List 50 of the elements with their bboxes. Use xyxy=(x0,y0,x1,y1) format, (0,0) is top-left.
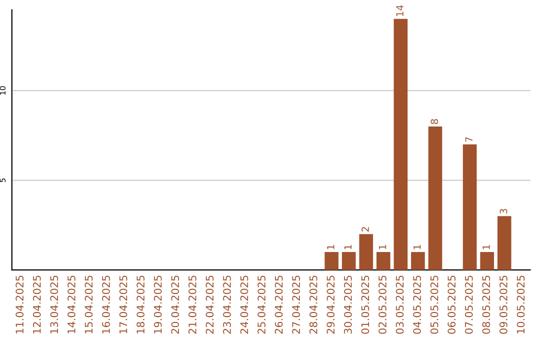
x-tick-label: 23.04.2025 xyxy=(223,276,231,334)
x-tick-label: 05.05.2025 xyxy=(430,276,438,334)
bar xyxy=(394,18,408,270)
x-tick-label: 08.05.2025 xyxy=(482,276,490,334)
bar xyxy=(497,216,512,270)
x-tick-label: 06.05.2025 xyxy=(448,276,456,334)
data-label: 1 xyxy=(327,244,334,250)
bar xyxy=(462,144,477,270)
bar xyxy=(376,252,390,270)
bar xyxy=(359,234,374,270)
data-label: 1 xyxy=(378,244,386,250)
x-tick-label: 01.05.2025 xyxy=(361,276,370,334)
bar xyxy=(411,252,425,270)
x-tick-label: 02.05.2025 xyxy=(378,276,386,334)
x-tick-label: 20.04.2025 xyxy=(171,276,180,334)
x-tick-label: 14.04.2025 xyxy=(68,276,76,334)
data-label: 2 xyxy=(362,227,369,232)
bar xyxy=(428,126,442,270)
x-tick-label: 21.04.2025 xyxy=(188,276,196,334)
x-tick-label: 09.05.2025 xyxy=(500,276,508,334)
x-tick-label: 29.04.2025 xyxy=(326,276,335,334)
x-tick-label: 25.04.2025 xyxy=(258,276,266,334)
data-label: 1 xyxy=(344,244,352,250)
x-tick-label: 30.04.2025 xyxy=(344,276,352,334)
x-tick-label: 10.05.2025 xyxy=(516,276,525,334)
x-tick-label: 26.04.2025 xyxy=(274,276,283,334)
bar xyxy=(324,252,338,270)
bar xyxy=(480,252,494,270)
x-tick-label: 18.04.2025 xyxy=(136,276,144,334)
x-tick-label: 19.04.2025 xyxy=(154,276,162,334)
x-tick-label: 03.05.2025 xyxy=(396,276,404,334)
x-tick-label: 28.04.2025 xyxy=(309,276,318,334)
data-label: 1 xyxy=(482,244,490,250)
x-tick-label: 07.05.2025 xyxy=(464,276,473,334)
data-label: 8 xyxy=(430,119,438,124)
data-label: 1 xyxy=(414,244,421,250)
bar xyxy=(342,252,356,270)
x-tick-label: 15.04.2025 xyxy=(84,276,93,334)
x-tick-label: 12.04.2025 xyxy=(32,276,41,334)
x-tick-label: 13.04.2025 xyxy=(50,276,58,334)
x-tick-label: 24.04.2025 xyxy=(240,276,248,334)
data-label: 14 xyxy=(396,5,404,16)
x-tick-label: 04.05.2025 xyxy=(413,276,421,334)
x-tick-label: 27.04.2025 xyxy=(292,276,300,334)
data-label: 7 xyxy=(465,137,472,142)
x-tick-label: 22.04.2025 xyxy=(206,276,214,334)
x-tick-label: 11.04.2025 xyxy=(16,276,24,334)
x-tick-label: 17.04.2025 xyxy=(119,276,128,334)
data-label: 3 xyxy=(500,208,508,214)
x-tick-label: 16.04.2025 xyxy=(102,276,110,334)
